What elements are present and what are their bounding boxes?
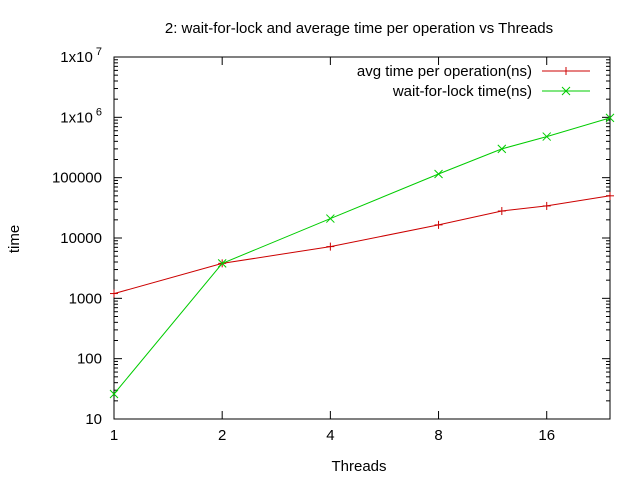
data-point-wait-for-lock xyxy=(217,258,227,268)
x-tick-label: 4 xyxy=(326,427,334,444)
y-tick-label: 1x10 7 xyxy=(60,46,102,66)
legend-marker-wait-for-lock xyxy=(561,86,571,96)
data-point-wait-for-lock xyxy=(326,214,335,223)
data-point-avg-time xyxy=(434,220,443,229)
series-line-avg-time xyxy=(113,195,611,295)
y-tick-label: 1000 xyxy=(69,290,102,307)
data-point-avg-time xyxy=(326,242,335,251)
series-layer xyxy=(109,113,615,399)
legend: avg time per operation(ns) wait-for-lock… xyxy=(357,63,590,100)
x-axis: 1 2 4 8 16 xyxy=(110,57,555,444)
data-point-wait-for-lock xyxy=(109,389,119,399)
chart-title: 2: wait-for-lock and average time per op… xyxy=(165,20,553,37)
legend-label-wait-for-lock: wait-for-lock time(ns) xyxy=(392,83,532,100)
x-tick-label: 1 xyxy=(110,427,118,444)
y-tick-exponent: 7 xyxy=(93,46,102,58)
x-tick-label: 2 xyxy=(218,427,226,444)
data-point-avg-time xyxy=(542,201,551,210)
x-axis-label: Threads xyxy=(331,458,386,475)
data-point-wait-for-lock xyxy=(542,132,552,141)
plot-frame xyxy=(113,56,611,420)
y-tick-mantissa: 1x10 xyxy=(60,109,93,126)
data-point-avg-time xyxy=(497,207,506,216)
y-tick-label: 100 xyxy=(77,351,102,368)
data-point-wait-for-lock xyxy=(605,113,615,123)
data-point-avg-time xyxy=(110,289,118,298)
y-tick-label: 1x10 6 xyxy=(60,106,102,126)
x-tick-label: 8 xyxy=(434,427,442,444)
y-tick-label: 10 xyxy=(85,411,102,428)
series-line-wait-for-lock xyxy=(113,117,611,395)
y-tick-exponent: 6 xyxy=(93,106,102,118)
y-tick-label: 100000 xyxy=(52,170,102,187)
y-axis-label: time xyxy=(6,225,23,253)
data-point-wait-for-lock xyxy=(497,144,507,154)
data-point-avg-time xyxy=(606,191,614,200)
y-tick-label: 10000 xyxy=(60,230,102,247)
legend-marker-avg-time xyxy=(562,67,570,75)
y-tick-mantissa: 1x10 xyxy=(60,49,93,66)
legend-label-avg-time: avg time per operation(ns) xyxy=(357,63,532,80)
x-tick-label: 16 xyxy=(538,427,555,444)
data-point-wait-for-lock xyxy=(434,169,443,179)
